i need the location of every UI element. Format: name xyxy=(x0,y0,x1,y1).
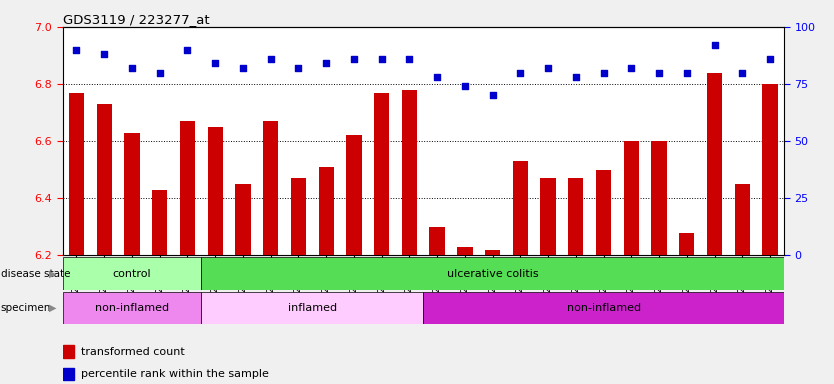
Point xyxy=(736,70,749,76)
Bar xyxy=(201,292,424,324)
Bar xyxy=(208,127,223,255)
Point xyxy=(514,70,527,76)
Bar xyxy=(430,227,445,255)
Text: transformed count: transformed count xyxy=(81,347,185,357)
Bar xyxy=(402,90,417,255)
Bar xyxy=(513,161,528,255)
Bar xyxy=(201,257,784,290)
Text: control: control xyxy=(113,268,151,279)
Text: non-inflamed: non-inflamed xyxy=(95,303,169,313)
Point xyxy=(652,70,666,76)
Bar xyxy=(679,232,695,255)
Bar xyxy=(63,292,201,324)
Point xyxy=(208,60,222,66)
Bar xyxy=(735,184,750,255)
Point xyxy=(541,65,555,71)
Point xyxy=(708,42,721,48)
Bar xyxy=(63,346,74,358)
Bar xyxy=(568,178,584,255)
Bar xyxy=(235,184,250,255)
Point xyxy=(347,56,360,62)
Bar xyxy=(651,141,666,255)
Bar xyxy=(180,121,195,255)
Point xyxy=(292,65,305,71)
Point xyxy=(236,65,249,71)
Bar xyxy=(68,93,84,255)
Bar xyxy=(596,170,611,255)
Bar xyxy=(624,141,639,255)
Bar xyxy=(346,136,361,255)
Point xyxy=(458,83,471,89)
Text: non-inflamed: non-inflamed xyxy=(566,303,641,313)
Point xyxy=(430,74,444,80)
Bar xyxy=(124,132,139,255)
Point xyxy=(681,70,694,76)
Bar xyxy=(707,73,722,255)
Text: percentile rank within the sample: percentile rank within the sample xyxy=(81,369,269,379)
Bar xyxy=(762,84,778,255)
Bar xyxy=(485,250,500,255)
Text: inflamed: inflamed xyxy=(288,303,337,313)
Bar xyxy=(291,178,306,255)
Point xyxy=(569,74,582,80)
Point xyxy=(763,56,776,62)
Bar xyxy=(63,368,74,380)
Text: specimen: specimen xyxy=(1,303,51,313)
Bar xyxy=(97,104,112,255)
Bar xyxy=(319,167,334,255)
Bar xyxy=(263,121,279,255)
Text: GDS3119 / 223277_at: GDS3119 / 223277_at xyxy=(63,13,209,26)
Point xyxy=(375,56,389,62)
Point xyxy=(486,92,500,98)
Point xyxy=(597,70,610,76)
Bar xyxy=(540,178,555,255)
Bar xyxy=(457,247,473,255)
Text: disease state: disease state xyxy=(1,268,70,279)
Point xyxy=(625,65,638,71)
Bar xyxy=(63,257,201,290)
Point xyxy=(403,56,416,62)
Bar xyxy=(374,93,389,255)
Point xyxy=(264,56,278,62)
Point xyxy=(319,60,333,66)
Point xyxy=(70,47,83,53)
Bar xyxy=(152,190,168,255)
Point xyxy=(98,51,111,57)
Text: ulcerative colitis: ulcerative colitis xyxy=(447,268,539,279)
Point xyxy=(181,47,194,53)
Point xyxy=(153,70,166,76)
Text: ▶: ▶ xyxy=(49,303,57,313)
Bar xyxy=(424,292,784,324)
Point xyxy=(125,65,138,71)
Text: ▶: ▶ xyxy=(49,268,57,279)
